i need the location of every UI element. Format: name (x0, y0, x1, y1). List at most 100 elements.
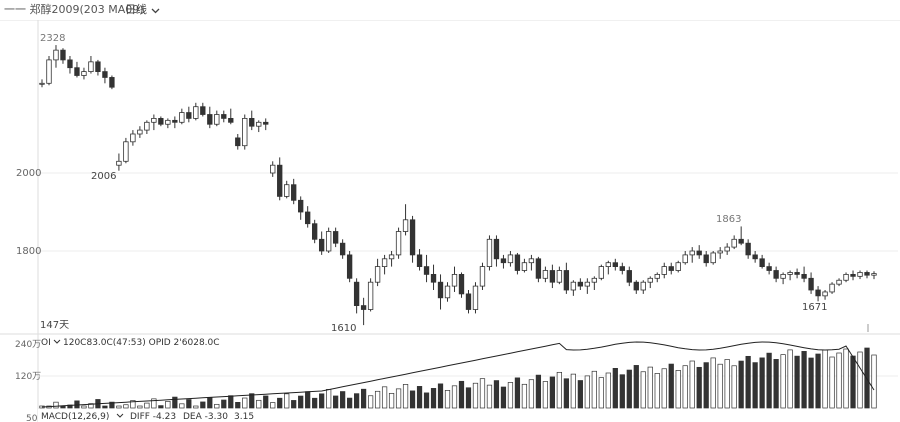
candle-body[interactable] (116, 160, 122, 166)
candle-body[interactable] (801, 273, 807, 279)
candle-body[interactable] (773, 270, 779, 279)
candle-body[interactable] (661, 266, 667, 275)
candle-body[interactable] (270, 164, 276, 174)
candle-body[interactable] (332, 231, 339, 244)
candle-body[interactable] (591, 277, 598, 283)
candle-body[interactable] (60, 49, 66, 61)
candle-body[interactable] (242, 118, 248, 147)
candle-body[interactable] (563, 270, 570, 291)
candle-body[interactable] (81, 71, 87, 76)
candle-body[interactable] (682, 254, 688, 264)
candle-body[interactable] (444, 285, 451, 299)
candle-body[interactable] (850, 273, 856, 277)
candle-body[interactable] (130, 133, 136, 143)
candle-body[interactable] (388, 254, 395, 260)
candle-body[interactable] (416, 254, 423, 267)
candle-body[interactable] (123, 141, 129, 162)
candle-body[interactable] (815, 289, 821, 297)
candle-body[interactable] (731, 238, 737, 248)
period-selector[interactable]: 日线 (125, 0, 160, 20)
candle-body[interactable] (745, 242, 751, 256)
candle-body[interactable] (556, 270, 563, 283)
candle-body[interactable] (633, 281, 639, 291)
candle-body[interactable] (605, 262, 611, 268)
candle-body[interactable] (395, 231, 402, 256)
candle-body[interactable] (465, 293, 472, 310)
candle-body[interactable] (871, 273, 877, 276)
candle-body[interactable] (228, 118, 234, 123)
candle-body[interactable] (577, 281, 584, 287)
chevron-down-icon[interactable] (53, 339, 61, 344)
candle-body[interactable] (542, 270, 549, 279)
candle-body[interactable] (325, 231, 332, 252)
candle-body[interactable] (46, 59, 52, 84)
candle-body[interactable] (39, 82, 45, 85)
candle-body[interactable] (346, 254, 353, 279)
candle-body[interactable] (53, 49, 59, 61)
candle-body[interactable] (353, 281, 360, 307)
candle-body[interactable] (521, 262, 528, 271)
candle-body[interactable] (626, 270, 632, 283)
candle-body[interactable] (514, 254, 521, 271)
candle-body[interactable] (836, 279, 842, 285)
candle-body[interactable] (479, 266, 486, 287)
candle-body[interactable] (710, 252, 716, 264)
candle-body[interactable] (249, 118, 255, 127)
candle-body[interactable] (263, 121, 269, 125)
candle-body[interactable] (535, 258, 542, 279)
candle-body[interactable] (200, 106, 206, 115)
candle-body[interactable] (374, 266, 381, 283)
candle-body[interactable] (367, 281, 374, 310)
candle-body[interactable] (570, 281, 577, 291)
candle-body[interactable] (843, 273, 849, 281)
candle-body[interactable] (88, 61, 94, 72)
candle-body[interactable] (165, 119, 171, 125)
candle-body[interactable] (360, 305, 367, 310)
candle-body[interactable] (486, 238, 493, 268)
candle-body[interactable] (703, 254, 709, 264)
candle-body[interactable] (235, 137, 241, 147)
candle-body[interactable] (738, 238, 744, 244)
candle-body[interactable] (780, 273, 786, 279)
candle-body[interactable] (598, 266, 605, 279)
candle-body[interactable] (647, 277, 653, 283)
candle-body[interactable] (311, 223, 318, 240)
candle-body[interactable] (794, 272, 800, 275)
candle-body[interactable] (221, 114, 227, 119)
candle-body[interactable] (102, 71, 108, 78)
candle-body[interactable] (67, 59, 73, 69)
candle-body[interactable] (172, 119, 178, 123)
candle-body[interactable] (158, 118, 164, 125)
candle-body[interactable] (256, 121, 262, 127)
chevron-down-icon[interactable] (116, 413, 124, 418)
candle-body[interactable] (668, 266, 674, 271)
candle-body[interactable] (74, 67, 80, 76)
candle-body[interactable] (305, 211, 311, 225)
candle-body[interactable] (291, 184, 297, 201)
candle-body[interactable] (619, 266, 625, 271)
candle-body[interactable] (766, 266, 772, 271)
candle-body[interactable] (284, 184, 290, 197)
candle-body[interactable] (179, 112, 185, 123)
candle-body[interactable] (675, 262, 681, 271)
candle-body[interactable] (724, 246, 730, 252)
candle-body[interactable] (207, 114, 213, 125)
candle-body[interactable] (95, 61, 101, 72)
candle-body[interactable] (472, 285, 479, 310)
candle-body[interactable] (640, 281, 646, 291)
candle-body[interactable] (409, 219, 416, 256)
candle-body[interactable] (402, 219, 409, 232)
candle-body[interactable] (423, 266, 430, 275)
candle-body[interactable] (752, 254, 758, 260)
candle-body[interactable] (759, 258, 765, 267)
candle-body[interactable] (507, 254, 514, 264)
candle-body[interactable] (549, 270, 556, 283)
candle-body[interactable] (808, 277, 814, 291)
candle-body[interactable] (214, 114, 220, 125)
candle-body[interactable] (493, 238, 500, 260)
candle-body[interactable] (430, 273, 437, 283)
candle-body[interactable] (137, 129, 143, 135)
candle-body[interactable] (717, 250, 723, 254)
candle-body[interactable] (277, 164, 283, 197)
candle-body[interactable] (696, 250, 702, 256)
